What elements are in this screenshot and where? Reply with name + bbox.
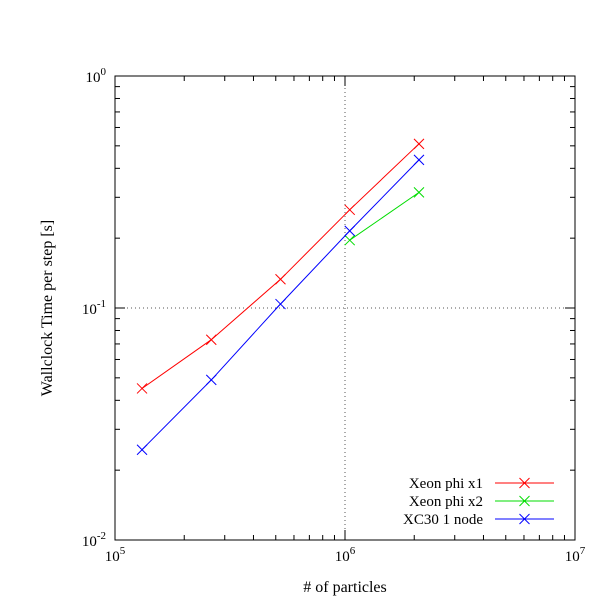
legend-label: XC30 1 node xyxy=(403,512,483,528)
legend-item: Xeon phi x2 xyxy=(409,494,554,510)
series-1 xyxy=(136,138,425,394)
data-point xyxy=(413,154,425,166)
legend-item: Xeon phi x1 xyxy=(409,476,554,492)
series-line xyxy=(349,191,420,241)
x-axis-label: # of particles xyxy=(303,579,387,596)
x-tick-label: 106 xyxy=(335,545,356,565)
data-point xyxy=(413,187,425,198)
legend-marker xyxy=(519,477,530,489)
data-point xyxy=(205,334,217,346)
y-tick-label: 10-2 xyxy=(82,530,106,550)
series-2 xyxy=(344,187,425,246)
series-3 xyxy=(136,154,425,456)
series-line xyxy=(141,143,420,389)
x-tick-label: 107 xyxy=(565,545,586,565)
data-point xyxy=(413,138,425,150)
data-point xyxy=(344,234,356,246)
axis-ticks: 105 106 107 10-2 10-1 100 xyxy=(82,66,586,565)
legend-marker xyxy=(519,495,530,507)
data-point xyxy=(275,298,286,310)
data-point xyxy=(344,225,356,237)
x-tick-label: 105 xyxy=(105,545,126,565)
y-tick-label: 100 xyxy=(86,66,107,86)
grid-lines xyxy=(115,76,575,540)
data-point xyxy=(275,273,286,285)
y-tick-label: 10-1 xyxy=(82,298,106,318)
legend: Xeon phi x1 Xeon phi x2 XC30 1 node xyxy=(403,476,554,528)
y-axis-label: Wallclock Time per step [s] xyxy=(39,220,56,396)
data-point xyxy=(136,383,148,394)
data-point xyxy=(344,204,356,216)
series-line xyxy=(141,159,420,451)
legend-marker xyxy=(519,513,530,525)
legend-label: Xeon phi x1 xyxy=(409,476,483,492)
series-layer xyxy=(136,138,425,456)
legend-label: Xeon phi x2 xyxy=(409,494,483,510)
legend-item: XC30 1 node xyxy=(403,512,554,528)
data-point xyxy=(136,444,148,456)
data-point xyxy=(205,374,217,386)
